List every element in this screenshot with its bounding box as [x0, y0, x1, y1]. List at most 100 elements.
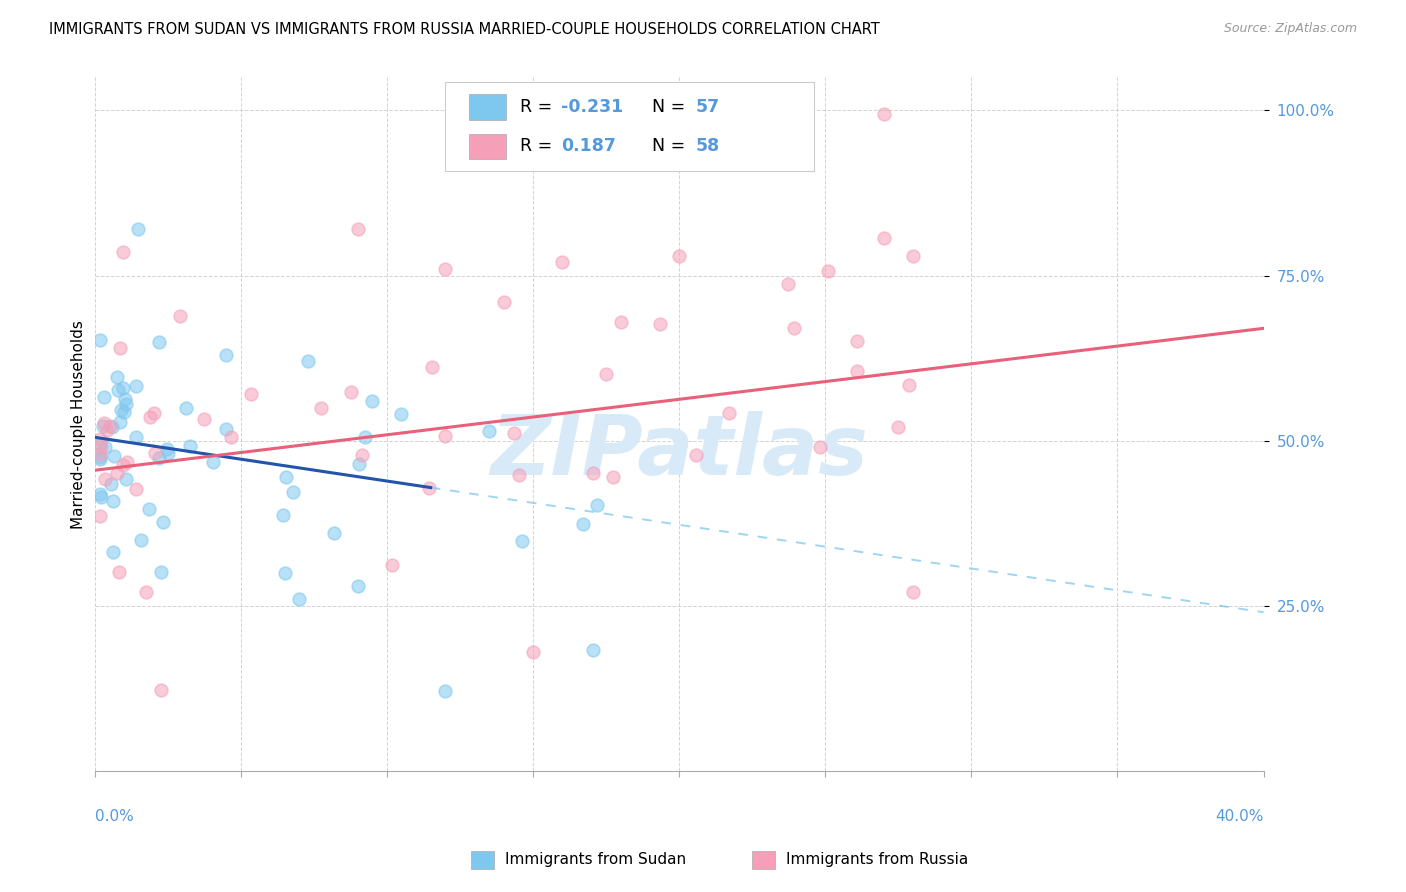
Point — [718, 406, 741, 420]
Point — [685, 448, 707, 462]
Point — [149, 566, 172, 580]
Point — [901, 585, 924, 599]
Point — [512, 534, 534, 549]
Point — [273, 566, 295, 580]
Point — [202, 455, 225, 469]
Point — [340, 384, 363, 399]
Point — [105, 466, 128, 480]
Point — [89, 450, 111, 465]
Point — [219, 430, 242, 444]
Point — [420, 360, 443, 375]
Text: 58: 58 — [696, 137, 720, 155]
Text: N =: N = — [652, 98, 690, 116]
Point — [347, 457, 370, 471]
Point — [239, 386, 262, 401]
Point — [93, 390, 115, 404]
Text: Source: ZipAtlas.com: Source: ZipAtlas.com — [1223, 22, 1357, 36]
Point — [602, 470, 624, 484]
Point — [107, 384, 129, 398]
Point — [143, 446, 166, 460]
Point — [174, 401, 197, 416]
Point — [114, 392, 136, 406]
Point — [143, 407, 166, 421]
Point — [89, 432, 111, 446]
Point — [90, 491, 112, 505]
Point — [193, 412, 215, 426]
Point — [129, 533, 152, 547]
Point — [551, 255, 574, 269]
Point — [361, 394, 384, 409]
Text: 57: 57 — [696, 98, 720, 116]
Point — [152, 515, 174, 529]
Text: R =: R = — [520, 98, 558, 116]
Text: 40.0%: 40.0% — [1215, 809, 1264, 824]
Point — [297, 354, 319, 368]
Point — [149, 682, 172, 697]
Point — [434, 684, 457, 698]
Point — [156, 442, 179, 456]
Point — [478, 424, 501, 438]
Point — [845, 364, 868, 378]
Point — [125, 379, 148, 393]
Point — [350, 448, 373, 462]
Point — [107, 370, 129, 384]
Point — [98, 419, 121, 434]
Point — [156, 445, 179, 459]
Point — [101, 494, 124, 508]
Text: N =: N = — [652, 137, 690, 155]
Text: Immigrants from Russia: Immigrants from Russia — [786, 853, 969, 867]
Point — [89, 333, 111, 347]
Point — [94, 472, 117, 486]
Point — [100, 477, 122, 491]
Text: Immigrants from Sudan: Immigrants from Sudan — [505, 853, 686, 867]
Point — [492, 294, 515, 309]
Point — [353, 429, 375, 443]
Point — [508, 467, 530, 482]
Point — [873, 231, 896, 245]
Point — [89, 486, 111, 500]
Point — [93, 416, 115, 430]
Point — [215, 348, 238, 362]
Point — [89, 451, 111, 466]
Point — [901, 249, 924, 263]
Text: IMMIGRANTS FROM SUDAN VS IMMIGRANTS FROM RUSSIA MARRIED-COUPLE HOUSEHOLDS CORREL: IMMIGRANTS FROM SUDAN VS IMMIGRANTS FROM… — [49, 22, 880, 37]
Point — [585, 498, 607, 512]
Point — [271, 508, 294, 523]
Point — [595, 367, 617, 381]
Point — [776, 277, 799, 291]
Point — [139, 409, 162, 424]
Point — [381, 558, 404, 572]
Point — [391, 407, 413, 421]
Point — [114, 397, 136, 411]
Point — [111, 245, 134, 260]
Point — [434, 261, 457, 276]
Point — [96, 423, 118, 437]
Y-axis label: Married-couple Households: Married-couple Households — [72, 319, 86, 528]
Point — [101, 420, 124, 434]
Point — [281, 484, 304, 499]
Point — [107, 566, 129, 580]
Point — [101, 544, 124, 558]
Point — [845, 334, 868, 348]
Point — [89, 437, 111, 451]
Point — [817, 264, 839, 278]
Point — [91, 419, 114, 434]
Text: 0.187: 0.187 — [561, 137, 616, 155]
Point — [111, 458, 134, 473]
Point — [125, 430, 148, 444]
Point — [434, 429, 457, 443]
Point — [127, 222, 149, 236]
Point — [115, 472, 138, 486]
Point — [502, 425, 524, 440]
Point — [810, 440, 832, 454]
Point — [572, 517, 595, 532]
Point — [215, 422, 238, 436]
Bar — [468, 94, 506, 120]
Point — [90, 440, 112, 454]
Point — [103, 449, 125, 463]
Point — [93, 440, 115, 454]
Point — [887, 420, 910, 434]
Point — [89, 508, 111, 523]
Point — [322, 526, 344, 541]
Point — [288, 592, 311, 607]
